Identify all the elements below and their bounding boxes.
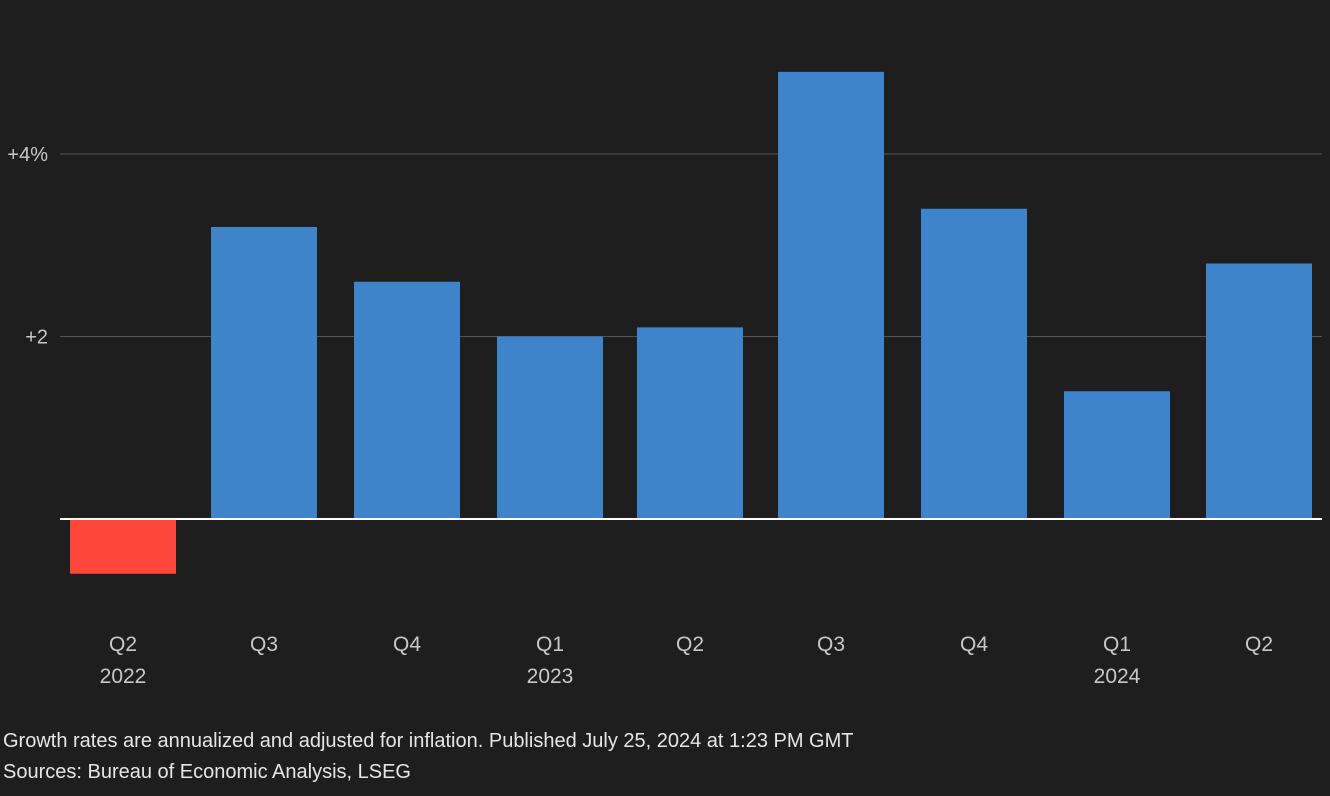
bar: [921, 208, 1027, 519]
bar: [637, 327, 743, 519]
y-tick-label: +4%: [7, 144, 48, 166]
x-tick-label: Q3: [250, 633, 278, 656]
x-year-label: 2023: [527, 665, 574, 688]
bar: [778, 71, 884, 519]
bar: [211, 227, 317, 519]
x-tick-label: Q2: [676, 633, 704, 656]
y-tick-label: +2: [25, 327, 48, 349]
x-year-label: 2022: [100, 665, 147, 688]
x-tick-label: Q2: [1245, 633, 1273, 656]
x-year-label: 2024: [1094, 665, 1141, 688]
bar: [1206, 263, 1312, 519]
x-tick-label: Q2: [109, 633, 137, 656]
x-tick-label: Q4: [960, 633, 988, 656]
x-tick-label: Q4: [393, 633, 421, 656]
x-tick-label: Q3: [817, 633, 845, 656]
bar: [70, 519, 176, 574]
chart-note: Growth rates are annualized and adjusted…: [3, 730, 854, 752]
bar: [497, 336, 603, 519]
chart-sources: Sources: Bureau of Economic Analysis, LS…: [3, 761, 411, 783]
bar: [354, 281, 460, 519]
x-tick-label: Q1: [1103, 633, 1131, 656]
bar: [1064, 391, 1170, 519]
x-tick-label: Q1: [536, 633, 564, 656]
